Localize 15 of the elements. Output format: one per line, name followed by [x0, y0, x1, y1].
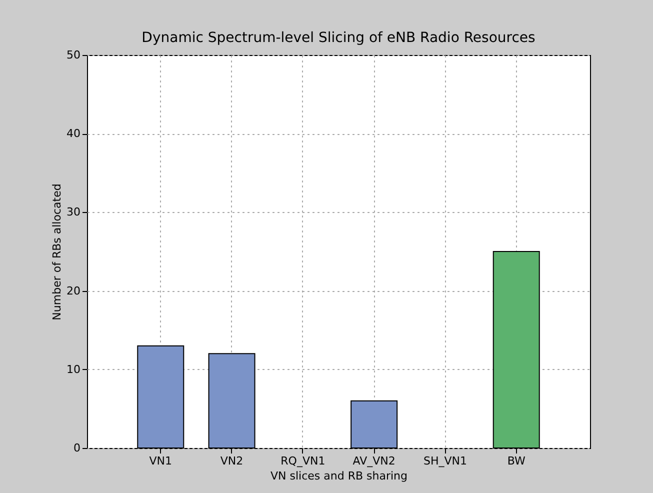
x-tick-label: RQ_VN1: [280, 454, 326, 468]
x-tick-label: AV_VN2: [352, 454, 396, 468]
y-tick-label: 10: [66, 362, 80, 376]
y-tick-label: 50: [66, 48, 80, 62]
y-axis-title: Number of RBs allocated: [50, 184, 64, 320]
y-tick-label: 0: [74, 442, 80, 454]
x-tick-label: SH_VN1: [423, 454, 467, 468]
x-tick-label: VN1: [149, 454, 172, 468]
y-tick-label: 40: [66, 127, 80, 140]
y-tick-label: 30: [66, 206, 80, 219]
y-tick-label: 20: [66, 284, 80, 298]
x-tick-label: VN2: [220, 454, 244, 468]
x-tick-label: BW: [507, 454, 526, 468]
x-axis-title: VN slices and RB sharing: [270, 470, 408, 482]
chart-title: Dynamic Spectrum-level Slicing of eNB Radio Resources: [142, 30, 536, 46]
